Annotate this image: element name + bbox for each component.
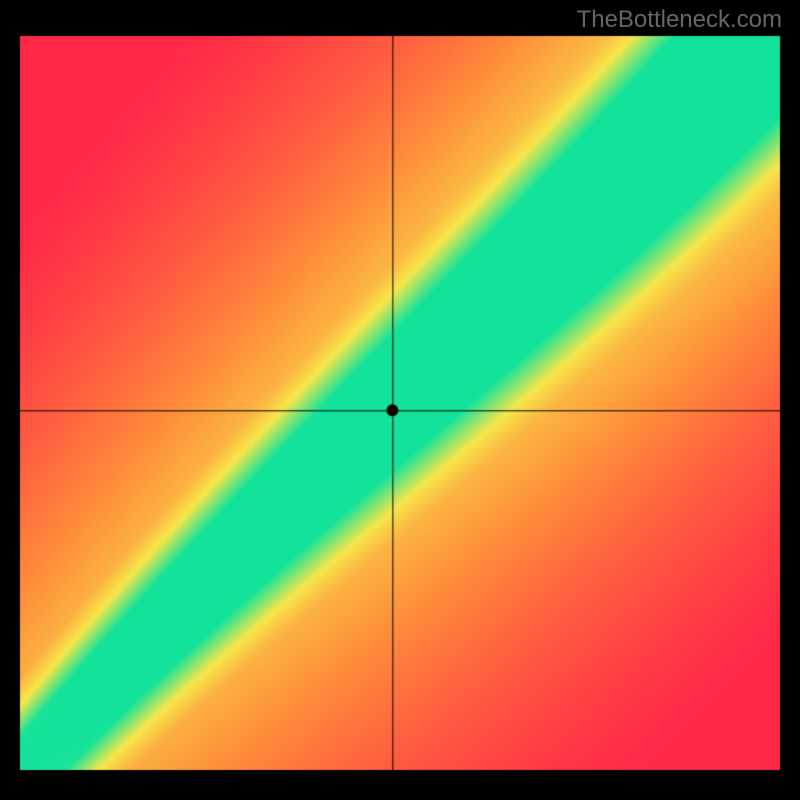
heatmap-canvas (0, 0, 800, 800)
chart-container: TheBottleneck.com (0, 0, 800, 800)
watermark-text: TheBottleneck.com (577, 6, 782, 34)
